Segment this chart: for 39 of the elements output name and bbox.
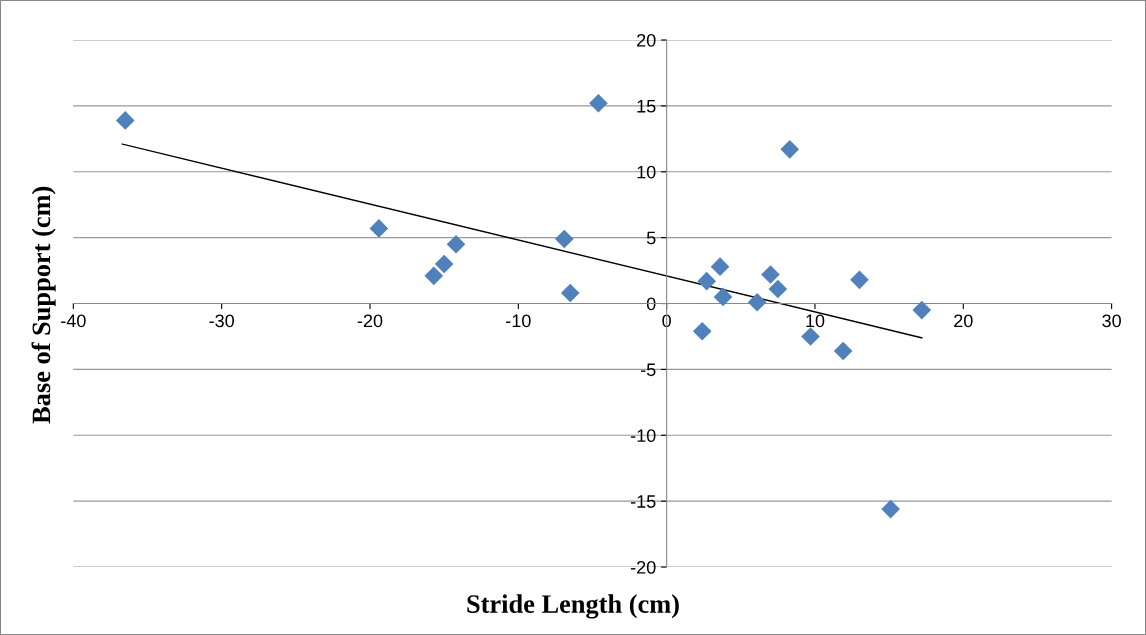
y-axis-title: Base of Support (cm) (31, 186, 56, 424)
point (912, 300, 932, 320)
point (115, 111, 135, 130)
y-tick-label: 10 (637, 165, 656, 179)
point (833, 341, 853, 361)
y-tick-label: -5 (640, 363, 656, 377)
point (560, 283, 580, 303)
point (801, 327, 820, 346)
point (713, 287, 733, 307)
y-tick-label: -20 (630, 560, 656, 574)
point (554, 229, 574, 249)
point (761, 265, 780, 284)
x-tick-label: 30 (1102, 314, 1121, 328)
point (710, 257, 730, 276)
y-tick-label: 5 (646, 231, 656, 245)
x-tick-label: 10 (806, 314, 825, 328)
y-tick-label: 20 (637, 33, 656, 47)
x-axis-title: Stride Length (cm) (467, 594, 679, 619)
point (768, 279, 788, 299)
point (780, 140, 800, 159)
point (446, 234, 466, 254)
point (369, 219, 389, 238)
point (692, 321, 712, 341)
point (697, 271, 717, 291)
point (881, 499, 900, 519)
x-tick-label: -30 (209, 314, 235, 328)
point (747, 292, 767, 312)
x-tick-label: 0 (662, 314, 671, 328)
y-tick-label: -15 (630, 495, 656, 508)
point (424, 266, 444, 286)
y-tick-label: -10 (630, 429, 656, 443)
point (850, 270, 869, 290)
x-tick-label: 20 (954, 314, 973, 328)
point (589, 93, 608, 113)
x-tick-label: -20 (357, 314, 383, 328)
point (434, 254, 454, 274)
y-tick-label: 15 (637, 100, 656, 113)
x-tick-label: -40 (61, 314, 86, 328)
x-tick-label: -10 (506, 314, 531, 328)
